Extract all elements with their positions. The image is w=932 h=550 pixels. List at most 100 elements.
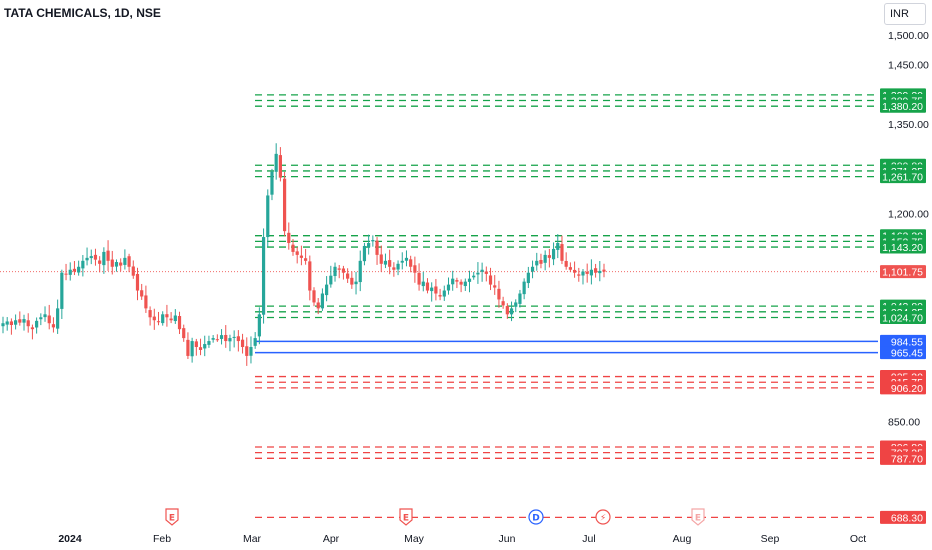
candle [224,325,228,348]
candle [341,265,346,280]
candle [434,278,438,301]
candle [539,253,543,269]
candle [106,240,110,271]
svg-text:965.45: 965.45 [891,348,923,360]
event-markers: E E D ⚡ E [165,508,705,526]
svg-text:⚡: ⚡ [600,514,606,524]
dividend-icon[interactable]: D [528,509,544,525]
candle [417,263,421,291]
level-label-11: 1,024.70 [880,310,926,324]
candle [413,256,417,283]
candle [346,268,350,283]
candle [299,245,303,266]
candle [467,270,472,293]
candle [261,228,266,324]
candle [392,262,396,277]
candle [102,247,106,274]
candle [144,285,148,313]
candle [350,271,354,289]
candle [127,253,131,273]
earnings-icon[interactable]: E [399,508,413,526]
time-tick-label: Apr [323,533,340,545]
candle [119,258,123,272]
candle [72,261,77,276]
level-label-13: 965.45 [880,346,926,360]
candle [282,171,287,237]
price-tick-label: 850.00 [888,416,920,428]
candle [266,189,270,247]
candle [312,287,316,307]
candle [325,276,329,302]
currency-selector[interactable]: INR [884,3,926,25]
candle [518,289,522,308]
candle [240,333,245,354]
svg-text:688.30: 688.30 [891,512,923,524]
candle [316,298,320,315]
candle [26,313,30,333]
candle [442,285,446,301]
candle [291,239,295,256]
candle [430,282,434,302]
candle [589,259,593,285]
candle [480,262,484,282]
candle [577,267,581,282]
candle [379,245,383,273]
candle [177,311,182,335]
candle [522,278,526,300]
candle [451,270,455,291]
candle [152,308,156,330]
candle [9,318,14,335]
candle [93,248,98,266]
svg-text:787.70: 787.70 [891,453,923,465]
earnings-icon[interactable]: E [165,508,179,526]
candle [186,332,190,360]
time-tick-label: Mar [243,533,262,545]
svg-text:1,024.70: 1,024.70 [882,312,923,324]
symbol-title[interactable]: TATA CHEMICALS, 1D, NSE [4,6,161,20]
svg-text:906.20: 906.20 [891,383,923,395]
candle [270,168,274,201]
candle [173,309,177,324]
candle [488,267,493,291]
candles-series [1,143,606,366]
level-label-2: 1,380.20 [880,99,926,113]
price-tick-label: 1,200.00 [888,208,929,220]
candle [182,324,186,342]
candle [30,324,35,340]
candle [295,247,299,264]
candle [207,335,211,348]
candle [463,278,467,291]
candle [526,266,530,289]
earnings-icon[interactable]: E [691,508,705,526]
level-label-8: 1,143.20 [880,240,926,254]
candle [22,314,26,331]
candle [51,317,56,333]
candle [85,247,89,266]
level-label-19: 787.70 [880,451,926,465]
candle [404,250,409,267]
price-tick-label: 1,450.00 [888,60,929,72]
candle [476,262,480,284]
candle [358,250,362,292]
candle [135,267,140,301]
candle [568,262,572,273]
candle [89,249,93,265]
split-icon[interactable]: ⚡ [595,509,611,525]
svg-text:1,261.70: 1,261.70 [882,172,923,184]
candle [438,288,442,301]
candle [35,317,39,334]
time-tick-label: Feb [153,533,171,545]
candle [543,250,547,271]
svg-text:E: E [403,514,409,524]
candle [455,277,459,289]
candle [493,275,497,295]
candle [232,330,236,348]
candle [203,335,207,357]
candle [560,235,564,265]
candle [131,260,135,279]
candle [190,337,194,363]
candle [114,259,119,272]
candle [459,279,463,293]
candle [421,271,425,292]
